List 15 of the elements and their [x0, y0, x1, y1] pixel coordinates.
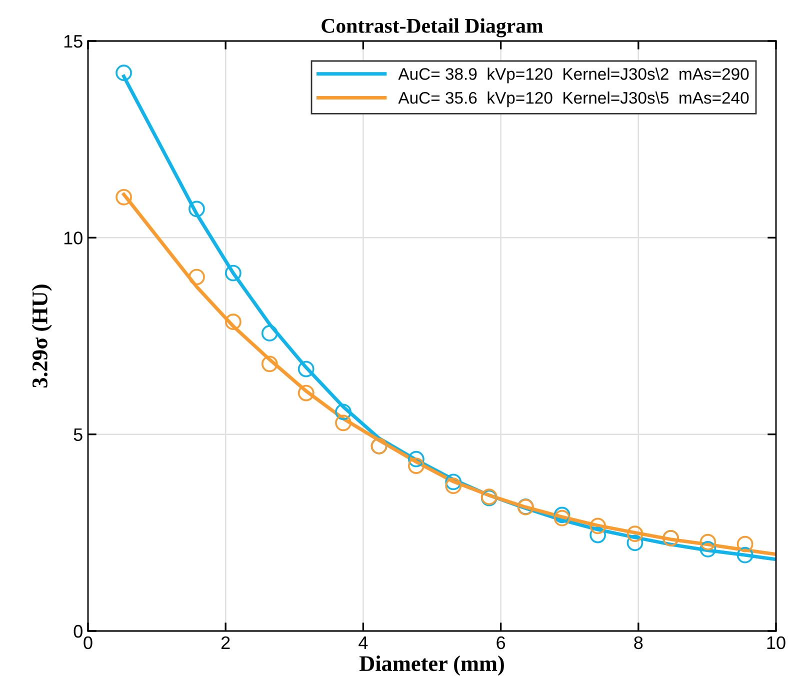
legend-label: AuC= 35.6 kVp=120 Kernel=J30s\5 mAs=240 — [398, 92, 749, 108]
y-tick-label: 5 — [74, 428, 82, 442]
legend-label: AuC= 38.9 kVp=120 Kernel=J30s\2 mAs=290 — [398, 68, 749, 84]
x-tick-label: 6 — [496, 636, 506, 650]
x-axis-title: Diameter (mm) — [359, 655, 504, 676]
x-tick-label: 4 — [358, 636, 368, 649]
x-tick-label: 10 — [767, 636, 786, 650]
x-tick-label: 8 — [634, 636, 643, 650]
x-tick-label: 0 — [84, 636, 92, 650]
y-tick-label: 15 — [64, 35, 82, 48]
y-tick-label: 0 — [74, 624, 82, 638]
y-axis-title: 3.29σ (HU) — [32, 284, 52, 388]
x-tick-label: 2 — [221, 636, 230, 649]
y-tick-label: 10 — [64, 232, 82, 244]
chart-title: Contrast-Detail Diagram — [322, 18, 544, 38]
